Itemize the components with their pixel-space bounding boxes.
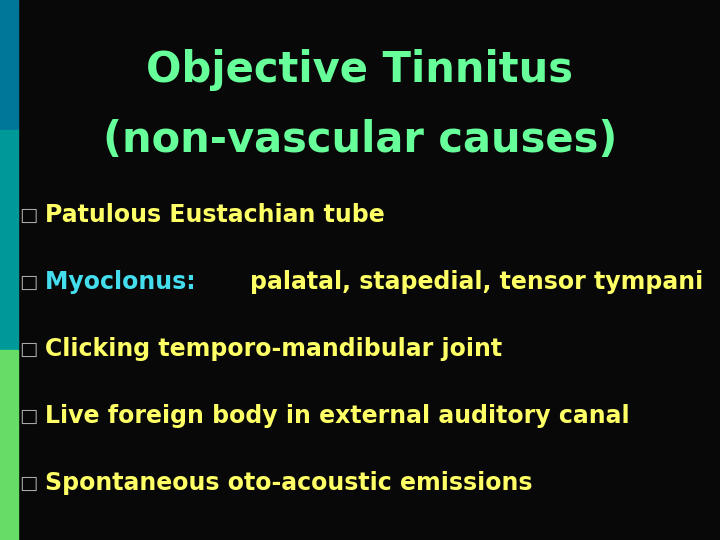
Text: palatal, stapedial, tensor tympani: palatal, stapedial, tensor tympani [250, 270, 703, 294]
Text: □: □ [19, 206, 37, 225]
Bar [0, 0, 18, 130]
Text: □: □ [19, 407, 37, 426]
Text: □: □ [19, 273, 37, 292]
Text: Objective Tinnitus: Objective Tinnitus [146, 49, 574, 91]
Text: Spontaneous oto-acoustic emissions: Spontaneous oto-acoustic emissions [45, 471, 533, 495]
Text: □: □ [19, 340, 37, 359]
Text: Myoclonus:: Myoclonus: [45, 270, 204, 294]
Bar [0, 130, 18, 350]
Text: Clicking temporo-mandibular joint: Clicking temporo-mandibular joint [45, 337, 502, 361]
Text: Patulous Eustachian tube: Patulous Eustachian tube [45, 203, 384, 227]
Text: Live foreign body in external auditory canal: Live foreign body in external auditory c… [45, 404, 629, 428]
Text: (non-vascular causes): (non-vascular causes) [103, 119, 617, 161]
Text: □: □ [19, 474, 37, 492]
Bar [0, 350, 18, 540]
